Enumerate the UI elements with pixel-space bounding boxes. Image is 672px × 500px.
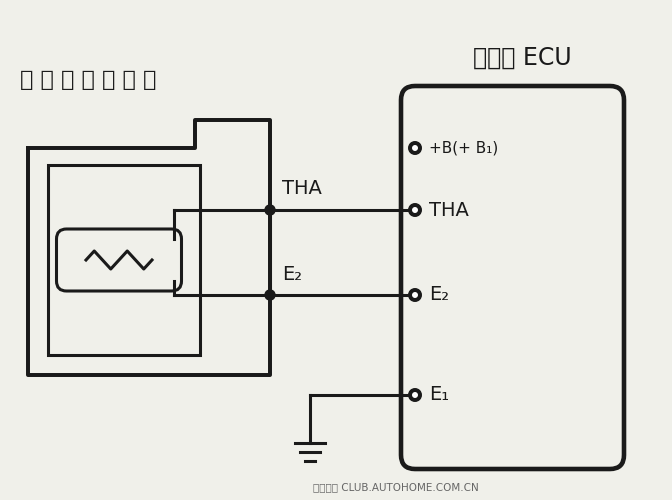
Circle shape	[410, 390, 420, 400]
Text: 进 气 温 度 传 感 器: 进 气 温 度 传 感 器	[20, 70, 157, 90]
Text: THA: THA	[429, 200, 469, 220]
Text: E₁: E₁	[429, 386, 449, 404]
Text: 发动机 ECU: 发动机 ECU	[473, 46, 572, 70]
Circle shape	[410, 205, 420, 215]
Circle shape	[265, 205, 275, 215]
Circle shape	[410, 143, 420, 153]
Bar	[48, 165, 200, 355]
Text: THA: THA	[282, 178, 322, 198]
Text: +B(+ B₁): +B(+ B₁)	[429, 140, 498, 156]
Text: 汽车之家 CLUB.AUTOHOME.COM.CN: 汽车之家 CLUB.AUTOHOME.COM.CN	[313, 482, 479, 492]
Text: E₂: E₂	[429, 286, 449, 304]
Circle shape	[410, 290, 420, 300]
Circle shape	[265, 290, 275, 300]
Text: E₂: E₂	[282, 266, 302, 284]
